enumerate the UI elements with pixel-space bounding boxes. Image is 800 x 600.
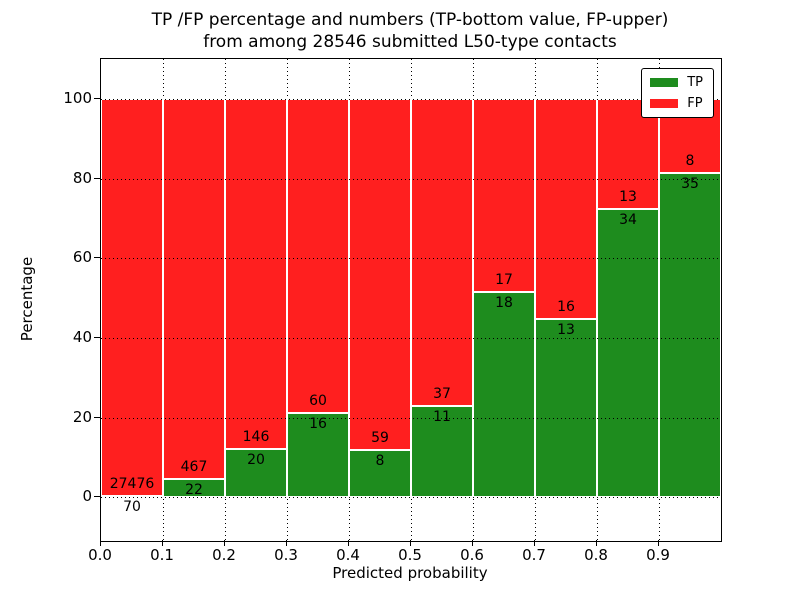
x-tick-label: 0.8: [584, 546, 608, 564]
bar-tp-segment: [659, 172, 721, 498]
bar-fp-segment: [101, 98, 163, 497]
bar-fp-segment: [411, 98, 473, 406]
x-tick-label: 0.6: [460, 546, 484, 564]
bar-fp-segment: [535, 98, 597, 319]
legend-label-tp: TP: [687, 75, 703, 90]
y-tick-mark: [94, 97, 100, 99]
fp-count-label: 60: [309, 393, 327, 410]
x-tick-mark: [472, 540, 473, 546]
gridline-horizontal: [101, 337, 721, 339]
bar-tp-segment: [163, 479, 225, 498]
bar-tp-segment: [349, 449, 411, 498]
fp-count-label: 37: [433, 385, 451, 402]
tp-count-label: 8: [375, 452, 385, 469]
x-tick-label: 0.9: [646, 546, 670, 564]
bar-tp-segment: [225, 449, 287, 498]
bar-tp-segment: [287, 413, 349, 498]
chart-title-line2: from among 28546 submitted L50-type cont…: [203, 32, 617, 52]
y-tick-label: 0: [82, 487, 92, 506]
y-tick-label: 80: [72, 168, 92, 187]
fp-count-label: 27476: [109, 476, 155, 493]
legend-swatch-tp: [650, 78, 679, 87]
bar-fp-segment: [287, 98, 349, 414]
x-tick-label: 0.2: [212, 546, 236, 564]
bar-fp-segment: [163, 98, 225, 480]
chart-title: TP /FP percentage and numbers (TP-bottom…: [100, 9, 720, 53]
gridline-horizontal: [101, 98, 721, 100]
tp-count-label: 16: [309, 416, 327, 433]
fp-count-label: 146: [242, 429, 270, 446]
y-tick-label: 100: [63, 88, 92, 107]
gridline-horizontal: [101, 497, 721, 499]
x-axis-label: Predicted probability: [332, 564, 488, 582]
tp-count-label: 22: [185, 482, 203, 499]
gridline-horizontal: [101, 258, 721, 260]
x-tick-mark: [162, 540, 163, 546]
bar-tp-segment: [411, 405, 473, 498]
x-tick-mark: [658, 540, 659, 546]
bar-fp-segment: [473, 98, 535, 293]
tp-count-label: 20: [247, 452, 265, 469]
legend-swatch-fp: [650, 99, 679, 108]
x-tick-label: 0.3: [274, 546, 298, 564]
bar-tp-segment: [535, 318, 597, 498]
chart-title-line1: TP /FP percentage and numbers (TP-bottom…: [151, 10, 669, 30]
legend-item-tp: TP: [650, 76, 703, 89]
x-tick-label: 0.0: [88, 546, 112, 564]
x-tick-mark: [596, 540, 597, 546]
tp-count-label: 11: [433, 408, 451, 425]
y-tick-label: 60: [72, 248, 92, 267]
bar-tp-segment: [473, 292, 535, 498]
y-tick-mark: [94, 416, 100, 418]
tp-count-label: 13: [557, 321, 575, 338]
x-tick-label: 0.1: [150, 546, 174, 564]
fp-count-label: 16: [557, 298, 575, 315]
bar-tp-segment: [597, 209, 659, 498]
gridline-horizontal: [101, 178, 721, 180]
fp-count-label: 13: [619, 189, 637, 206]
fp-count-label: 17: [495, 272, 513, 289]
bar-fp-segment: [349, 98, 411, 450]
y-tick-mark: [94, 177, 100, 179]
fp-count-label: 8: [685, 152, 695, 169]
gridline-horizontal: [101, 417, 721, 419]
y-tick-mark: [94, 257, 100, 259]
legend: TP FP: [641, 68, 714, 118]
x-tick-mark: [348, 540, 349, 546]
fp-count-label: 467: [180, 459, 208, 476]
x-tick-mark: [100, 540, 101, 546]
legend-item-fp: FP: [650, 97, 703, 110]
fp-count-label: 59: [371, 429, 389, 446]
y-tick-label: 40: [72, 327, 92, 346]
tp-count-label: 70: [123, 499, 141, 516]
x-tick-mark: [410, 540, 411, 546]
x-tick-label: 0.5: [398, 546, 422, 564]
x-tick-label: 0.7: [522, 546, 546, 564]
x-tick-mark: [224, 540, 225, 546]
plot-area: TP FP 27476 70 467 22 146 20 60 16 59 8 37 11 17 18 16…: [100, 58, 722, 542]
x-tick-mark: [286, 540, 287, 546]
x-tick-label: 0.4: [336, 546, 360, 564]
y-tick-label: 20: [72, 407, 92, 426]
tp-count-label: 34: [619, 212, 637, 229]
bar-fp-segment: [225, 98, 287, 450]
tp-count-label: 35: [681, 175, 699, 192]
y-tick-mark: [94, 496, 100, 498]
tp-count-label: 18: [495, 295, 513, 312]
legend-label-fp: FP: [687, 96, 703, 111]
y-tick-mark: [94, 336, 100, 338]
x-tick-mark: [534, 540, 535, 546]
